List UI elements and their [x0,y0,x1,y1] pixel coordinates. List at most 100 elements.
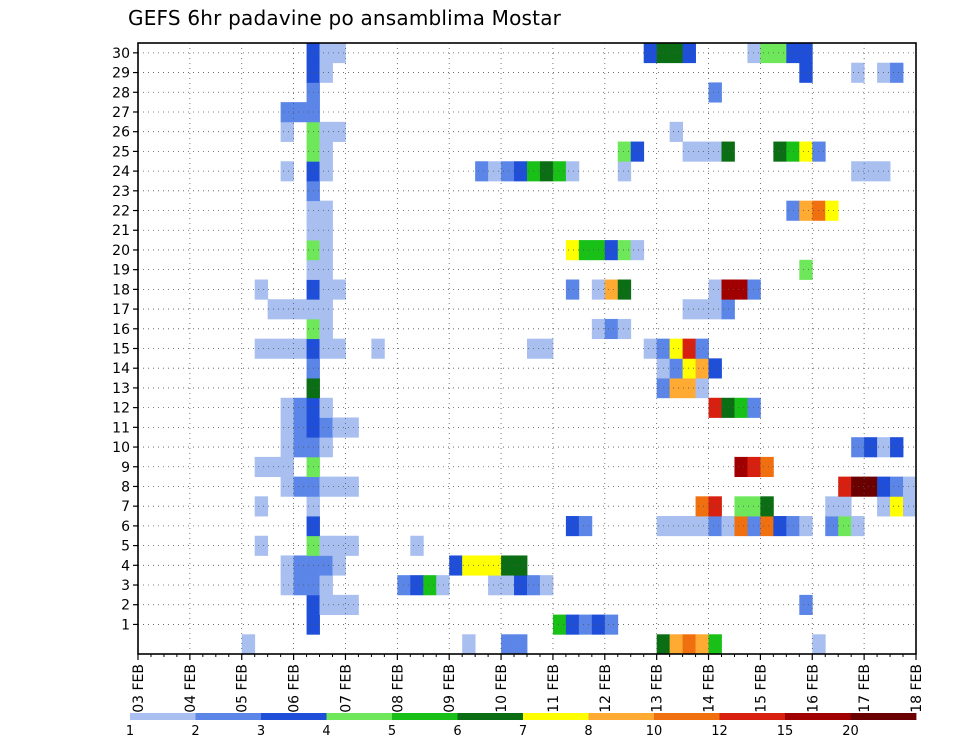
heatmap-cell [475,161,489,182]
heatmap-cell [578,240,593,261]
legend-label: 5 [388,724,396,739]
x-tick-label: 18 FEB [909,664,925,713]
heatmap-cell [319,279,333,300]
heatmap-cell [630,141,645,162]
y-tick-label: 3 [121,578,130,594]
heatmap-cell [903,476,917,497]
heatmap-cell [682,338,696,359]
heatmap-cell [708,397,722,418]
legend-label: 4 [322,724,330,739]
x-tick-label: 03 FEB [131,664,147,713]
heatmap-cell [617,279,632,300]
x-tick-label: 05 FEB [235,664,251,713]
heatmap-cell [669,358,683,379]
heatmap-cell [773,43,787,64]
heatmap-cell [799,141,813,162]
heatmap-cell [695,299,709,320]
heatmap-cell [851,476,865,497]
heatmap-cell [890,476,904,497]
heatmap-cell [332,279,346,300]
x-tick-label: 16 FEB [805,664,821,713]
y-tick-label: 22 [112,204,130,220]
legend-label: 7 [519,724,527,739]
x-tick-label: 15 FEB [753,664,769,713]
heatmap-cell [617,141,632,162]
heatmap-cell [345,417,359,438]
heatmap-cell [708,358,722,379]
y-tick-label: 6 [121,519,130,535]
legend-label: 3 [257,724,265,739]
y-tick-label: 30 [112,46,130,62]
y-tick-label: 16 [112,322,130,338]
y-tick-label: 27 [112,105,130,121]
heatmap-cell [773,516,787,537]
heatmap-cell [475,555,489,576]
heatmap-cell [501,634,515,655]
legend-swatch [392,713,458,720]
heatmap-cell [514,161,528,182]
heatmap-cell [332,121,346,142]
heatmap-cell [682,299,696,320]
y-tick-label: 18 [112,282,130,298]
heatmap-cell [851,62,865,83]
heatmap-cell [319,575,333,596]
heatmap-cell [267,456,282,478]
heatmap-cell [293,102,307,123]
heatmap-cell [332,476,346,497]
heatmap-cell [617,161,632,182]
legend-label: 15 [777,724,794,739]
heatmap-cell [488,575,502,596]
heatmap-cell [280,338,294,359]
heatmap-cell [747,279,761,300]
x-tick-label: 07 FEB [338,664,354,713]
y-tick-label: 24 [112,164,130,180]
legend-label: 6 [453,724,461,739]
y-tick-label: 26 [112,125,130,141]
heatmap-cell [825,496,839,517]
legend-label: 20 [842,724,859,739]
heatmap-cell [514,634,528,655]
heatmap-cell [501,161,515,182]
y-tick-label: 5 [121,539,130,555]
heatmap-cell [319,318,333,340]
y-tick-label: 10 [112,440,130,456]
heatmap-cell [293,397,307,418]
heatmap-cell [280,555,294,576]
legend-label: 8 [584,724,592,739]
y-tick-label: 8 [121,479,130,495]
heatmap-cell [280,575,294,596]
legend-swatch [195,713,262,720]
heatmap-cell [682,634,696,655]
legend-swatch [457,713,524,720]
heatmap-cell [501,575,515,596]
legend-swatch [523,713,589,720]
heatmap-cell [903,496,917,517]
heatmap-cell [708,279,722,300]
heatmap-cell [319,220,333,241]
heatmap-cell [332,594,346,615]
heatmap-cell [747,456,761,478]
x-tick-label: 09 FEB [442,664,458,713]
heatmap-cell [708,141,722,162]
heatmap-cell [410,535,424,556]
heatmap-cell [825,516,839,537]
heatmap-cell [838,516,852,537]
heatmap-cell [254,535,269,556]
heatmap-cell [799,516,813,537]
x-tick-label: 12 FEB [598,664,614,713]
heatmap-cell [332,43,346,64]
legend-swatch [654,713,720,720]
heatmap-cell [695,338,709,359]
heatmap-cell [682,141,696,162]
heatmap-cell [734,516,748,537]
legend-swatch [719,713,786,720]
legend-label: 1 [126,724,134,739]
heatmap-cell [410,575,424,596]
heatmap-cell [397,575,411,596]
heatmap-cell [617,240,632,261]
heatmap-cell [345,535,359,556]
heatmap-cell [345,594,359,615]
heatmap-cell [604,240,619,261]
legend-swatch [130,713,196,720]
